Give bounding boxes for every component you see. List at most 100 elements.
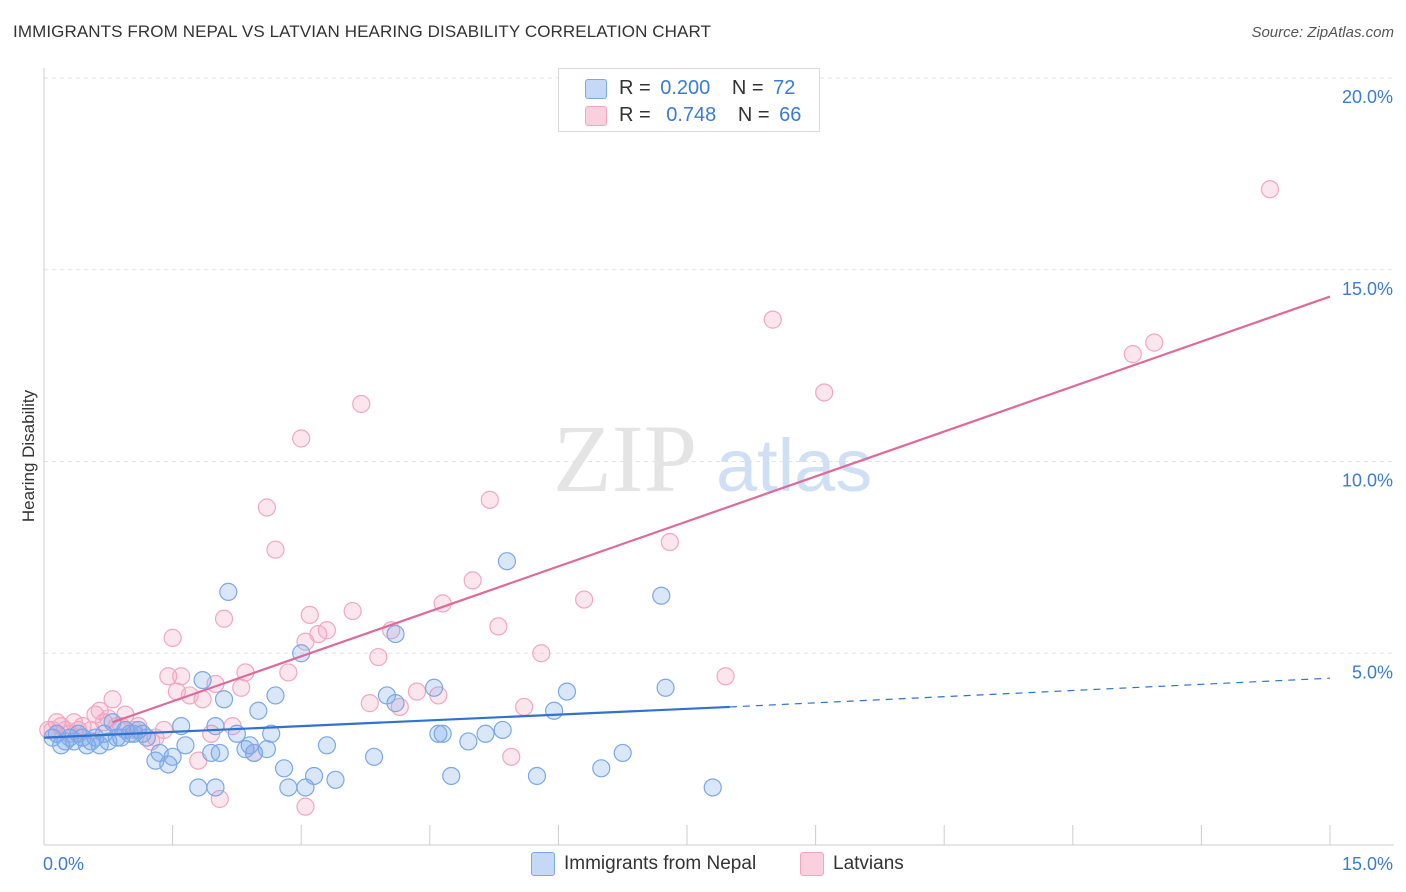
nepal-point (274, 759, 294, 778)
latvian-point (515, 697, 534, 717)
latvian-point (292, 429, 311, 448)
latvian-point (532, 644, 551, 663)
legend: R = 0.200 N = 72 R = 0.748 N = 66 (558, 68, 820, 132)
y-tick-label: 20.0% (1342, 87, 1393, 107)
nepal-point (545, 701, 564, 720)
nepal-point (527, 766, 547, 786)
y-tick-label: 10.0% (1342, 471, 1393, 491)
y-axis-label: Hearing Disability (19, 389, 38, 522)
nepal-point (214, 690, 234, 709)
latvian-point (815, 383, 834, 402)
nepal-point (433, 724, 452, 743)
nepal-point (266, 686, 285, 705)
nepal-point (493, 720, 512, 740)
latvian-point (154, 720, 174, 740)
legend-r-value-nepal: 0.200 (660, 77, 711, 99)
latvian-point (309, 624, 328, 644)
latvian-point (163, 628, 182, 648)
nepal-point (424, 678, 444, 697)
nepal-point (442, 766, 461, 786)
latvian-point (716, 667, 735, 686)
latvian-point (296, 797, 315, 816)
axes (43, 68, 1394, 846)
latvian-point (232, 678, 251, 697)
legend-r-label: R = (619, 104, 651, 126)
nepal-trend-line (43, 705, 730, 739)
x-tick-label-max: 15.0% (1342, 854, 1393, 874)
nepal-point (386, 624, 405, 644)
nepal-point (262, 724, 281, 743)
legend-swatch-nepal (585, 79, 607, 99)
bottom-legend-label-nepal: Immigrants from Nepal (564, 853, 757, 874)
latvian-point (317, 621, 337, 640)
nepal-point (386, 694, 405, 713)
nepal-point (304, 766, 324, 786)
x-tick-label-min: 0.0% (43, 854, 84, 874)
bottom-legend-swatch-latvians (800, 852, 824, 876)
latvian-point (463, 571, 482, 590)
y-tick-label: 15.0% (1342, 279, 1393, 299)
nepal-point (497, 552, 517, 571)
latvian-point (369, 647, 388, 667)
latvian-point (480, 490, 499, 509)
latvian-point (1145, 333, 1164, 352)
nepal-point (459, 732, 478, 751)
nepal-point (176, 736, 195, 755)
nepal-point (189, 778, 208, 797)
nepal-trend-extension (729, 677, 1331, 708)
nepal-point (219, 582, 238, 601)
nepal-point (476, 724, 495, 743)
latvian-point (763, 310, 782, 329)
nepal-point (317, 736, 337, 755)
nepal-point (163, 747, 182, 766)
nepal-point (364, 747, 384, 766)
latvian-point (103, 690, 122, 709)
latvian-point (407, 682, 427, 701)
data-points (39, 180, 1280, 816)
nepal-point (257, 740, 277, 759)
grid-lines (44, 77, 1394, 654)
nepal-point (326, 770, 345, 789)
nepal-point (429, 724, 448, 743)
nepal-point (613, 743, 632, 763)
latvian-trend-line (112, 295, 1331, 724)
nepal-point (656, 678, 675, 697)
latvian-point (214, 609, 234, 628)
latvian-point (159, 667, 178, 686)
latvian-point (210, 789, 229, 809)
bottom-legend-swatch-nepal (531, 852, 555, 876)
latvian-point (343, 601, 362, 621)
source-label: Source: ZipAtlas.com (1251, 24, 1394, 41)
legend-n-label: N = (731, 77, 764, 99)
legend-r-value-latvians: 0.748 (666, 104, 717, 126)
nepal-point (652, 586, 671, 605)
latvian-point (660, 532, 679, 552)
legend-n-label: N = (737, 104, 770, 126)
y-tick-label: 5.0% (1352, 662, 1393, 682)
latvian-point (300, 605, 319, 625)
tick-labels: 5.0% 10.0% 15.0% 20.0% 0.0% 15.0% (43, 87, 1393, 874)
latvian-point (1260, 180, 1280, 199)
latvian-point (172, 667, 191, 686)
legend-swatch-latvians (585, 106, 607, 126)
nepal-point (210, 743, 229, 763)
trend-lines (43, 295, 1331, 739)
legend-n-value-latvians: 66 (779, 104, 802, 126)
latvian-point (279, 663, 298, 682)
chart-title: IMMIGRANTS FROM NEPAL VS LATVIAN HEARING… (13, 22, 712, 41)
latvian-point (360, 694, 379, 713)
bottom-legend-label-latvians: Latvians (833, 853, 904, 874)
legend-n-value-nepal: 72 (773, 77, 796, 99)
latvian-point (1123, 345, 1142, 364)
latvian-point (352, 394, 371, 414)
nepal-point (206, 778, 225, 797)
legend-r-label: R = (619, 77, 651, 99)
nepal-point (557, 682, 577, 701)
watermark: ZIP atlas (553, 405, 872, 512)
nepal-point (279, 778, 298, 797)
nepal-point (193, 670, 212, 690)
nepal-point (90, 736, 109, 755)
nepal-point (249, 701, 268, 720)
latvian-point (266, 540, 285, 559)
